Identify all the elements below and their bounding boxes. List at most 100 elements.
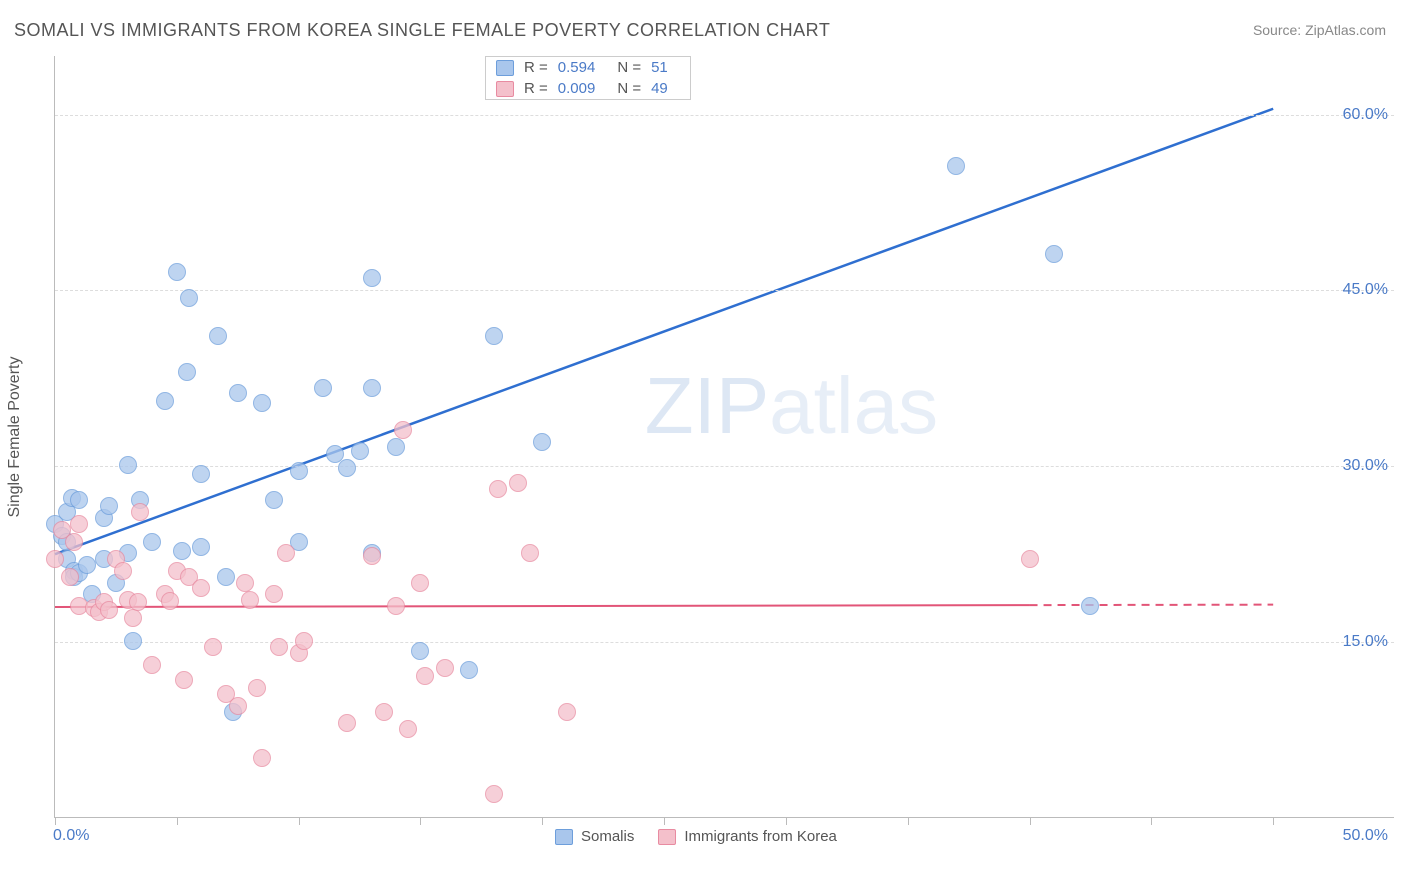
legend-r-value: 0.009 (558, 80, 596, 97)
data-point (124, 632, 142, 650)
legend-series-item: Somalis (555, 828, 634, 845)
x-tick (299, 817, 300, 825)
data-point (204, 638, 222, 656)
data-point (485, 785, 503, 803)
x-axis-label-50: 50.0% (1343, 827, 1388, 845)
data-point (143, 656, 161, 674)
x-tick (908, 817, 909, 825)
x-axis-label-0: 0.0% (53, 827, 89, 845)
data-point (114, 562, 132, 580)
gridline (55, 115, 1394, 116)
data-point (236, 574, 254, 592)
data-point (100, 497, 118, 515)
data-point (78, 556, 96, 574)
data-point (1021, 550, 1039, 568)
data-point (192, 465, 210, 483)
trend-line (55, 109, 1273, 554)
data-point (509, 474, 527, 492)
legend-series-label: Somalis (581, 828, 634, 845)
data-point (387, 438, 405, 456)
data-point (485, 327, 503, 345)
legend-stats: R =0.594N =51R =0.009N =49 (485, 56, 691, 100)
data-point (192, 579, 210, 597)
data-point (947, 157, 965, 175)
x-tick (1273, 817, 1274, 825)
data-point (1045, 245, 1063, 263)
data-point (314, 379, 332, 397)
data-point (1081, 597, 1099, 615)
y-tick-label: 60.0% (1328, 106, 1388, 124)
x-tick (664, 817, 665, 825)
y-axis-title: Single Female Poverty (6, 356, 24, 517)
data-point (70, 491, 88, 509)
data-point (338, 714, 356, 732)
data-point (416, 667, 434, 685)
data-point (131, 503, 149, 521)
data-point (46, 550, 64, 568)
data-point (375, 703, 393, 721)
data-point (248, 679, 266, 697)
data-point (229, 384, 247, 402)
y-tick-label: 45.0% (1328, 281, 1388, 299)
data-point (270, 638, 288, 656)
y-tick-label: 15.0% (1328, 633, 1388, 651)
legend-r-label: R = (524, 80, 548, 97)
y-tick-label: 30.0% (1328, 457, 1388, 475)
data-point (489, 480, 507, 498)
data-point (558, 703, 576, 721)
data-point (129, 593, 147, 611)
legend-swatch (555, 829, 573, 845)
data-point (436, 659, 454, 677)
data-point (411, 642, 429, 660)
data-point (229, 697, 247, 715)
data-point (241, 591, 259, 609)
legend-n-value: 51 (651, 59, 668, 76)
data-point (277, 544, 295, 562)
data-point (290, 462, 308, 480)
data-point (100, 601, 118, 619)
x-tick (55, 817, 56, 825)
data-point (253, 394, 271, 412)
data-point (253, 749, 271, 767)
legend-swatch (658, 829, 676, 845)
plot-area: Single Female Poverty ZIPatlas 0.0% 50.0… (54, 56, 1394, 818)
chart-svg (55, 56, 1394, 817)
data-point (65, 533, 83, 551)
data-point (338, 459, 356, 477)
legend-swatch (496, 81, 514, 97)
legend-n-label: N = (617, 80, 641, 97)
data-point (399, 720, 417, 738)
legend-series-label: Immigrants from Korea (684, 828, 837, 845)
data-point (124, 609, 142, 627)
data-point (351, 442, 369, 460)
x-tick (420, 817, 421, 825)
data-point (363, 379, 381, 397)
legend-stats-row: R =0.594N =51 (486, 57, 690, 78)
data-point (411, 574, 429, 592)
data-point (363, 269, 381, 287)
gridline (55, 290, 1394, 291)
data-point (295, 632, 313, 650)
data-point (175, 671, 193, 689)
data-point (265, 491, 283, 509)
x-tick (177, 817, 178, 825)
data-point (143, 533, 161, 551)
legend-series-item: Immigrants from Korea (658, 828, 837, 845)
legend-r-value: 0.594 (558, 59, 596, 76)
x-tick (542, 817, 543, 825)
data-point (173, 542, 191, 560)
data-point (161, 592, 179, 610)
data-point (180, 289, 198, 307)
data-point (61, 568, 79, 586)
gridline (55, 466, 1394, 467)
legend-n-label: N = (617, 59, 641, 76)
source-label: Source: ZipAtlas.com (1253, 22, 1386, 38)
chart-title: SOMALI VS IMMIGRANTS FROM KOREA SINGLE F… (14, 20, 830, 41)
x-tick (1151, 817, 1152, 825)
legend-stats-row: R =0.009N =49 (486, 78, 690, 99)
data-point (156, 392, 174, 410)
x-tick (786, 817, 787, 825)
legend-swatch (496, 60, 514, 76)
gridline (55, 642, 1394, 643)
data-point (178, 363, 196, 381)
